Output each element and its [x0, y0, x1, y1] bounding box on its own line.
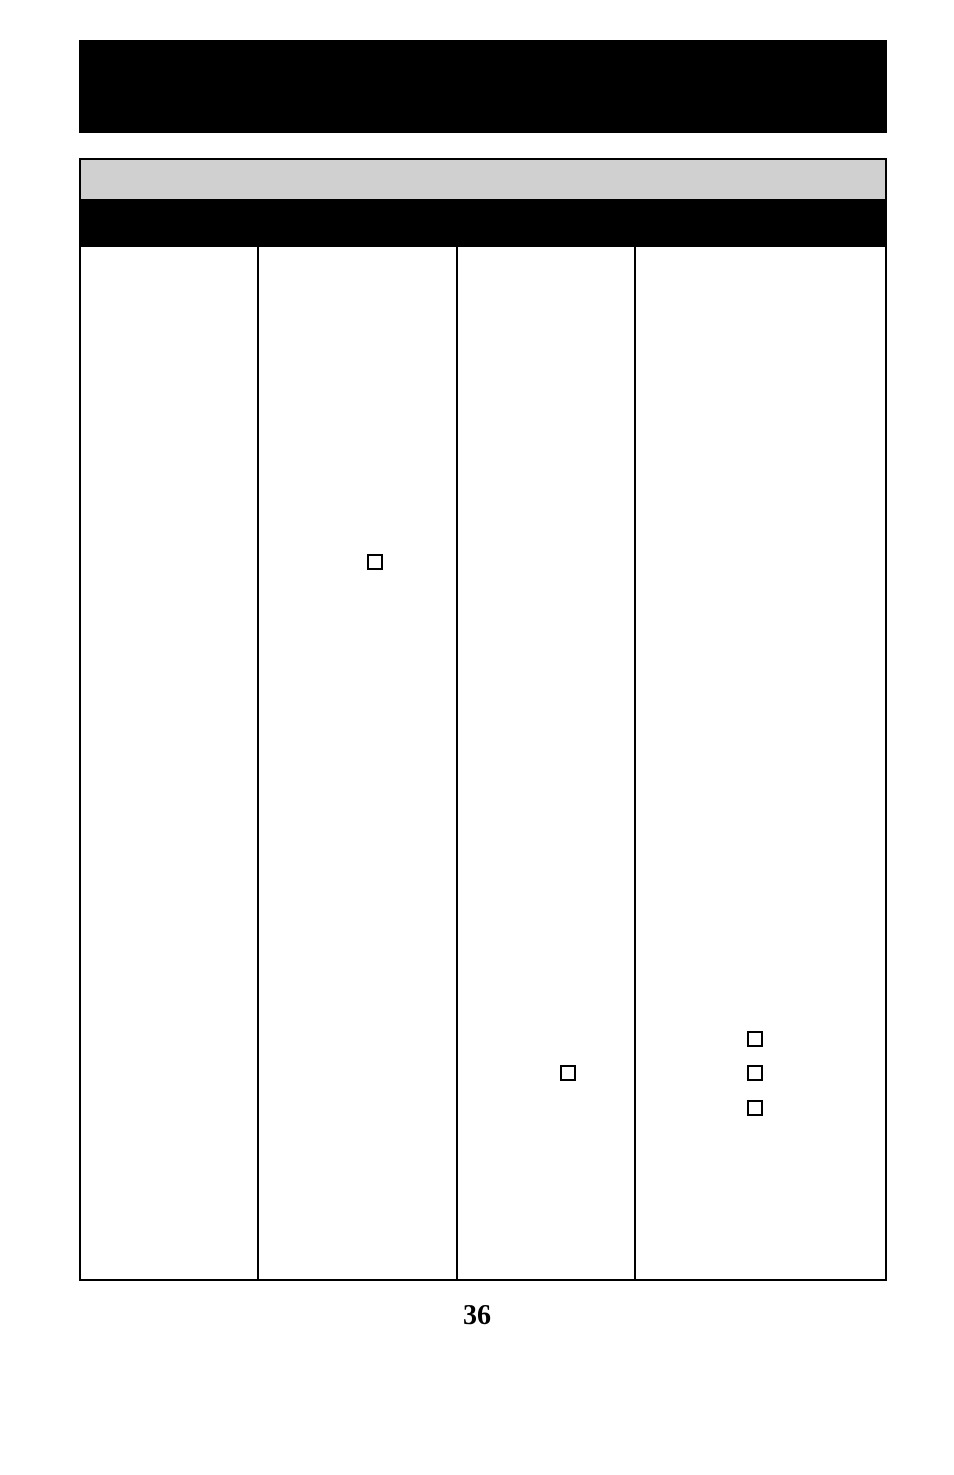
table-header-row: [81, 200, 885, 247]
page: 36: [0, 0, 954, 1475]
section-header-bar: [79, 40, 887, 133]
checkbox-icon[interactable]: [560, 1065, 576, 1081]
page-number: 36: [0, 1300, 954, 1332]
checkbox-icon[interactable]: [747, 1100, 763, 1116]
column-separator-3: [634, 247, 636, 1279]
checkbox-icon[interactable]: [367, 554, 383, 570]
checkbox-icon[interactable]: [747, 1065, 763, 1081]
column-separator-1: [257, 247, 259, 1279]
table: [79, 158, 887, 1281]
table-body: [81, 247, 885, 1279]
checkbox-icon[interactable]: [747, 1031, 763, 1047]
table-super-header: [81, 160, 885, 200]
column-separator-2: [456, 247, 458, 1279]
